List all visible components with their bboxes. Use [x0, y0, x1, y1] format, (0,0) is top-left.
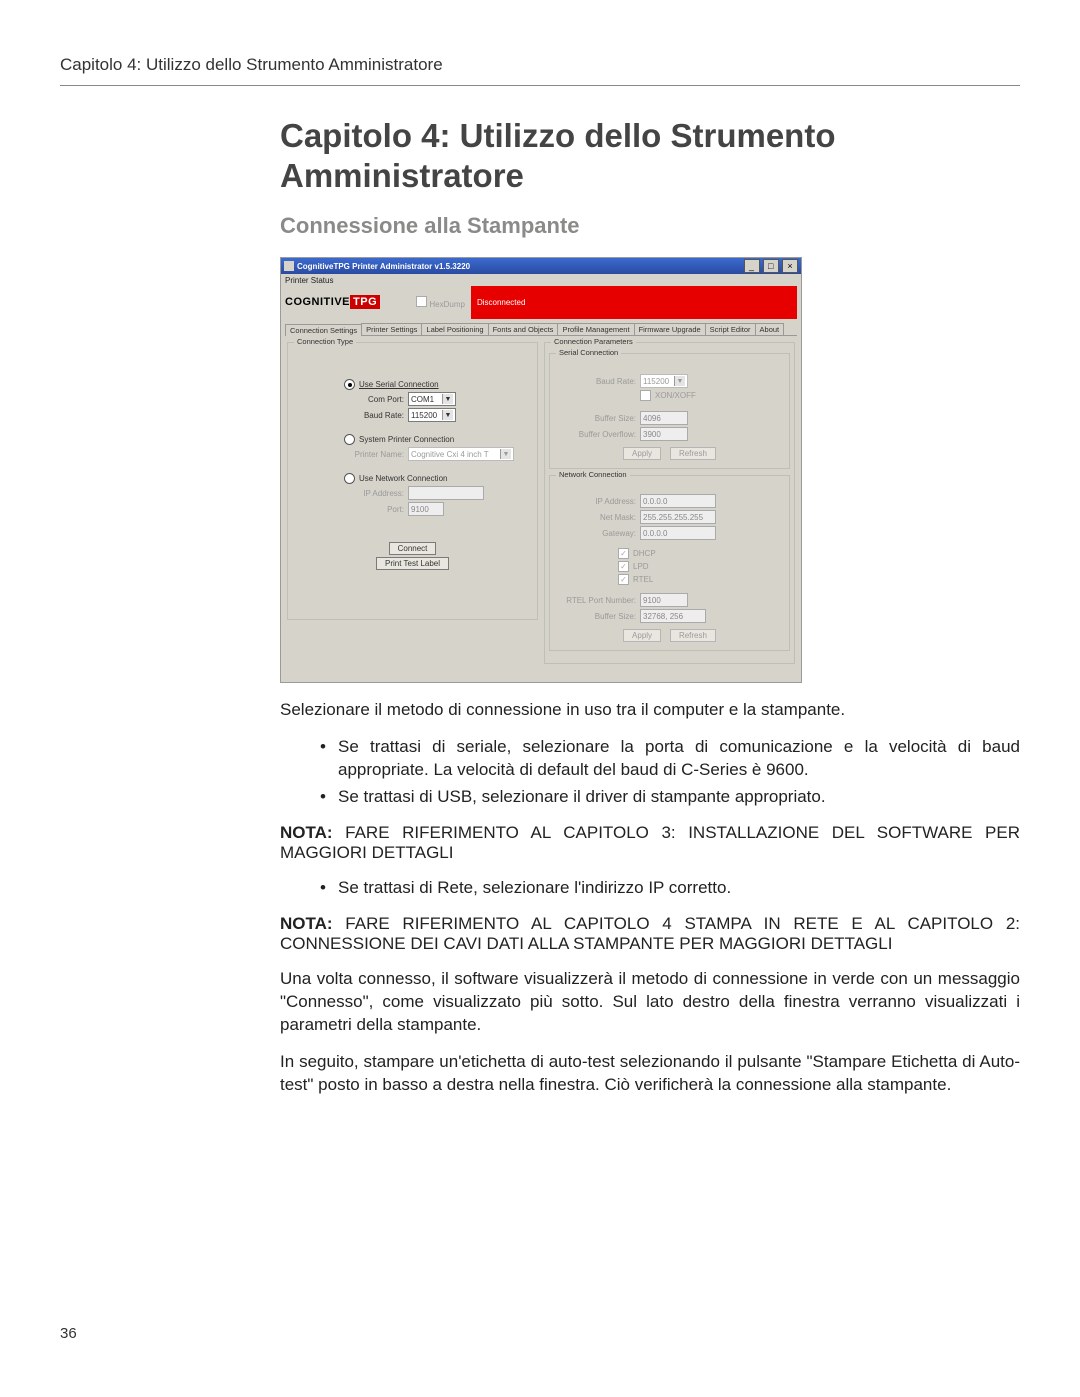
- net-ip-input[interactable]: 0.0.0.0: [640, 494, 716, 508]
- dropdown-arrow-icon: ▼: [442, 410, 453, 420]
- bullet-list-a: Se trattasi di seriale, selezionare la p…: [320, 736, 1020, 809]
- tab-about[interactable]: About: [755, 323, 785, 335]
- tab-script-editor[interactable]: Script Editor: [705, 323, 756, 335]
- brand-logo-a: COGNITIVE: [285, 296, 350, 308]
- list-item: Se trattasi di USB, selezionare il drive…: [320, 786, 1020, 809]
- lpd-label: LPD: [633, 562, 649, 571]
- dhcp-label: DHCP: [633, 549, 656, 558]
- gateway-input[interactable]: 0.0.0.0: [640, 526, 716, 540]
- paragraph-2: Una volta connesso, il software visualiz…: [280, 968, 1020, 1037]
- note-1-label: NOTA:: [280, 823, 333, 842]
- xonxoff-label: XON/XOFF: [655, 391, 696, 400]
- tab-firmware-upgrade[interactable]: Firmware Upgrade: [634, 323, 706, 335]
- dhcp-checkbox[interactable]: ✓: [618, 548, 629, 559]
- tab-profile-management[interactable]: Profile Management: [557, 323, 634, 335]
- ip-address-label: IP Address:: [294, 489, 404, 498]
- xonxoff-checkbox[interactable]: [640, 390, 651, 401]
- rtel-checkbox[interactable]: ✓: [618, 574, 629, 585]
- net-mask-label: Net Mask:: [556, 513, 636, 522]
- net-refresh-button[interactable]: Refresh: [670, 629, 716, 642]
- net-mask-input[interactable]: 255.255.255.255: [640, 510, 716, 524]
- com-port-label: Com Port:: [294, 395, 404, 404]
- buffer-overflow-label: Buffer Overflow:: [556, 430, 636, 439]
- dropdown-arrow-icon: ▼: [674, 376, 685, 386]
- tab-connection-settings[interactable]: Connection Settings: [285, 324, 362, 336]
- serial-baud-select[interactable]: 115200▼: [640, 374, 688, 388]
- brand-logo: COGNITIVETPG: [285, 296, 380, 308]
- hexdump-label: HexDump: [429, 300, 465, 309]
- baud-rate-label: Baud Rate:: [294, 411, 404, 420]
- tab-strip: Connection Settings Printer Settings Lab…: [285, 323, 797, 336]
- section-title: Connessione alla Stampante: [280, 213, 1020, 239]
- rtel-port-label: RTEL Port Number:: [556, 596, 636, 605]
- radio-system-printer[interactable]: [344, 434, 355, 445]
- buffer-size-input[interactable]: 4096: [640, 411, 688, 425]
- hexdump-checkbox[interactable]: [416, 296, 427, 307]
- radio-network-label: Use Network Connection: [359, 474, 447, 483]
- tab-fonts-objects[interactable]: Fonts and Objects: [488, 323, 559, 335]
- window-titlebar: CognitiveTPG Printer Administrator v1.5.…: [281, 258, 801, 274]
- brand-logo-b: TPG: [350, 295, 380, 309]
- port-input[interactable]: 9100: [408, 502, 444, 516]
- serial-baud-label: Baud Rate:: [556, 377, 636, 386]
- note-2-label: NOTA:: [280, 914, 333, 933]
- net-ip-label: IP Address:: [556, 497, 636, 506]
- port-label: Port:: [294, 505, 404, 514]
- note-1: NOTA: FARE RIFERIMENTO AL CAPITOLO 3: IN…: [280, 823, 1020, 863]
- serial-apply-button[interactable]: Apply: [623, 447, 661, 460]
- app-window: CognitiveTPG Printer Administrator v1.5.…: [280, 257, 802, 683]
- radio-serial-label: Use Serial Connection: [359, 380, 439, 389]
- radio-system-printer-label: System Printer Connection: [359, 435, 454, 444]
- buffer-overflow-input[interactable]: 3900: [640, 427, 688, 441]
- net-buffer-size-input[interactable]: 32768, 256: [640, 609, 706, 623]
- note-1-text: FARE RIFERIMENTO AL CAPITOLO 3: INSTALLA…: [280, 823, 1020, 862]
- connection-type-group-label: Connection Type: [294, 337, 356, 346]
- baud-rate-select[interactable]: 115200▼: [408, 408, 456, 422]
- intro-paragraph: Selezionare il metodo di connessione in …: [280, 699, 1020, 722]
- tab-printer-settings[interactable]: Printer Settings: [361, 323, 422, 335]
- window-minimize-button[interactable]: _: [744, 259, 760, 273]
- net-apply-button[interactable]: Apply: [623, 629, 661, 642]
- list-item: Se trattasi di seriale, selezionare la p…: [320, 736, 1020, 782]
- rtel-port-input[interactable]: 9100: [640, 593, 688, 607]
- net-buffer-size-label: Buffer Size:: [556, 612, 636, 621]
- connection-parameters-group-label: Connection Parameters: [551, 337, 636, 346]
- network-connection-group-label: Network Connection: [556, 470, 630, 479]
- page-number: 36: [60, 1325, 77, 1342]
- list-item: Se trattasi di Rete, selezionare l'indir…: [320, 877, 1020, 900]
- serial-refresh-button[interactable]: Refresh: [670, 447, 716, 460]
- lpd-checkbox[interactable]: ✓: [618, 561, 629, 572]
- printer-name-select[interactable]: Cognitive Cxi 4 inch T▼: [408, 447, 514, 461]
- serial-connection-group-label: Serial Connection: [556, 348, 621, 357]
- running-header: Capitolo 4: Utilizzo dello Strumento Amm…: [60, 55, 1020, 75]
- note-2-text: FARE RIFERIMENTO AL CAPITOLO 4 STAMPA IN…: [280, 914, 1020, 953]
- window-close-button[interactable]: ×: [782, 259, 798, 273]
- window-title: CognitiveTPG Printer Administrator v1.5.…: [297, 262, 470, 271]
- paragraph-3: In seguito, stampare un'etichetta di aut…: [280, 1051, 1020, 1097]
- printer-status-label: Printer Status: [285, 276, 797, 285]
- window-maximize-button[interactable]: □: [763, 259, 779, 273]
- status-message: Disconnected: [471, 286, 797, 319]
- bullet-list-b: Se trattasi di Rete, selezionare l'indir…: [320, 877, 1020, 900]
- printer-name-label: Printer Name:: [294, 450, 404, 459]
- radio-serial[interactable]: [344, 379, 355, 390]
- buffer-size-label: Buffer Size:: [556, 414, 636, 423]
- connect-button[interactable]: Connect: [389, 542, 437, 555]
- tab-label-positioning[interactable]: Label Positioning: [421, 323, 488, 335]
- chapter-title: Capitolo 4: Utilizzo dello Strumento Amm…: [280, 116, 1020, 195]
- dropdown-arrow-icon: ▼: [500, 449, 511, 459]
- dropdown-arrow-icon: ▼: [442, 394, 453, 404]
- note-2: NOTA: FARE RIFERIMENTO AL CAPITOLO 4 STA…: [280, 914, 1020, 954]
- com-port-select[interactable]: COM1▼: [408, 392, 456, 406]
- header-rule: [60, 85, 1020, 86]
- gateway-label: Gateway:: [556, 529, 636, 538]
- ip-address-input[interactable]: [408, 486, 484, 500]
- print-test-label-button[interactable]: Print Test Label: [376, 557, 449, 570]
- window-icon: [284, 261, 294, 271]
- radio-network[interactable]: [344, 473, 355, 484]
- rtel-label: RTEL: [633, 575, 653, 584]
